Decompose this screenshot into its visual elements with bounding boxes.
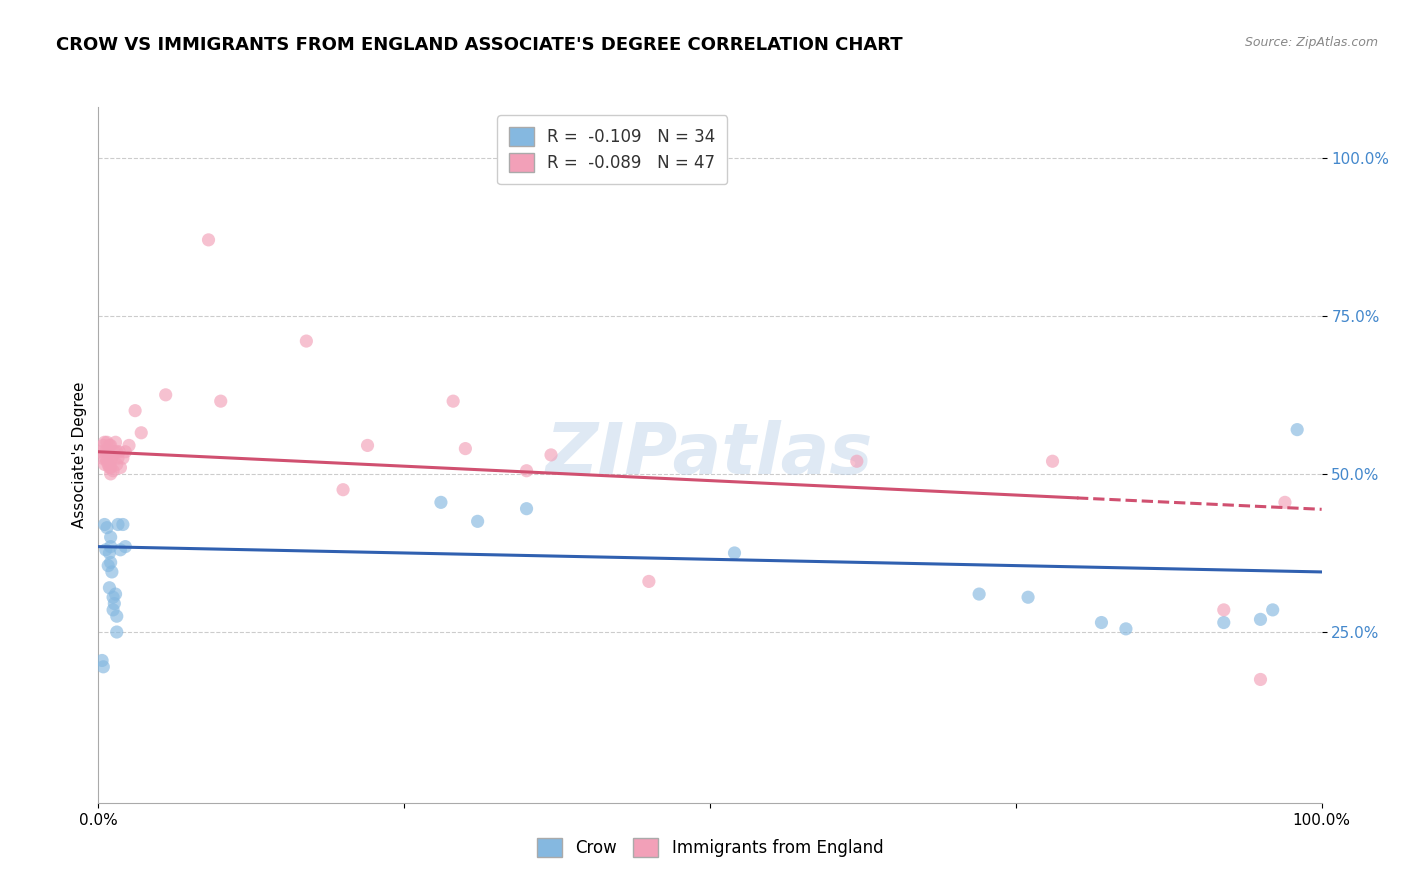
Point (1249, 612, 1271, 626)
Point (1115, 622, 1137, 636)
Point (1286, 423, 1309, 437)
Point (98, 460, 121, 475)
Point (93, 435, 115, 450)
Point (124, 403, 146, 417)
Point (1017, 591, 1039, 605)
Point (103, 597, 125, 611)
Point (91, 438, 114, 452)
Point (105, 458, 128, 472)
Text: CROW VS IMMIGRANTS FROM ENGLAND ASSOCIATE'S DEGREE CORRELATION CHART: CROW VS IMMIGRANTS FROM ENGLAND ASSOCIAT… (56, 36, 903, 54)
Point (1042, 454, 1064, 468)
Point (111, 517, 134, 532)
Legend: Crow, Immigrants from England: Crow, Immigrants from England (530, 831, 890, 864)
Point (97, 458, 120, 472)
Point (94, 451, 117, 466)
Point (110, 460, 132, 475)
Point (100, 540, 122, 554)
Point (356, 438, 378, 452)
Point (105, 444, 128, 458)
Point (100, 530, 122, 544)
Point (101, 451, 124, 466)
Point (1212, 603, 1234, 617)
Y-axis label: Associate's Degree: Associate's Degree (72, 382, 87, 528)
Point (100, 556, 122, 570)
Point (98, 438, 121, 452)
Point (114, 540, 136, 554)
Point (91, 451, 114, 466)
Point (107, 517, 129, 532)
Point (1261, 603, 1284, 617)
Point (1274, 495, 1296, 509)
Point (845, 454, 868, 468)
Point (103, 444, 125, 458)
Point (101, 565, 124, 579)
Point (197, 233, 219, 247)
Point (104, 587, 127, 601)
Point (94, 542, 117, 557)
Point (101, 603, 124, 617)
Point (105, 625, 128, 640)
Point (967, 587, 990, 601)
Point (155, 388, 177, 402)
Point (515, 501, 537, 516)
Point (96, 454, 118, 468)
Point (96, 435, 118, 450)
Point (101, 591, 124, 605)
Point (1090, 615, 1112, 630)
Point (101, 464, 124, 478)
Point (540, 448, 562, 462)
Point (430, 495, 453, 509)
Point (108, 444, 131, 458)
Point (105, 609, 128, 624)
Point (467, 514, 489, 528)
Text: Source: ZipAtlas.com: Source: ZipAtlas.com (1244, 36, 1378, 49)
Point (91, 653, 114, 667)
Point (98, 581, 121, 595)
Point (98, 546, 121, 560)
Point (94, 444, 117, 458)
Point (295, 334, 318, 348)
Point (100, 467, 122, 481)
Point (97, 444, 120, 458)
Point (100, 454, 122, 468)
Point (637, 574, 661, 589)
Point (91, 660, 114, 674)
Point (104, 435, 127, 450)
Point (332, 483, 354, 497)
Point (100, 460, 122, 475)
Point (110, 542, 132, 557)
Point (454, 442, 477, 456)
Point (1249, 673, 1271, 687)
Point (515, 464, 537, 478)
Point (1212, 615, 1234, 630)
Point (118, 438, 141, 452)
Point (93, 517, 115, 532)
Point (96, 521, 118, 535)
Point (107, 451, 129, 466)
Point (129, 425, 152, 440)
Point (90, 444, 112, 458)
Point (97, 558, 120, 573)
Point (93, 458, 115, 472)
Text: ZIPatlas: ZIPatlas (547, 420, 873, 490)
Point (100, 438, 122, 452)
Point (114, 444, 136, 458)
Point (723, 546, 745, 560)
Point (441, 394, 464, 409)
Point (111, 451, 134, 466)
Point (209, 394, 232, 409)
